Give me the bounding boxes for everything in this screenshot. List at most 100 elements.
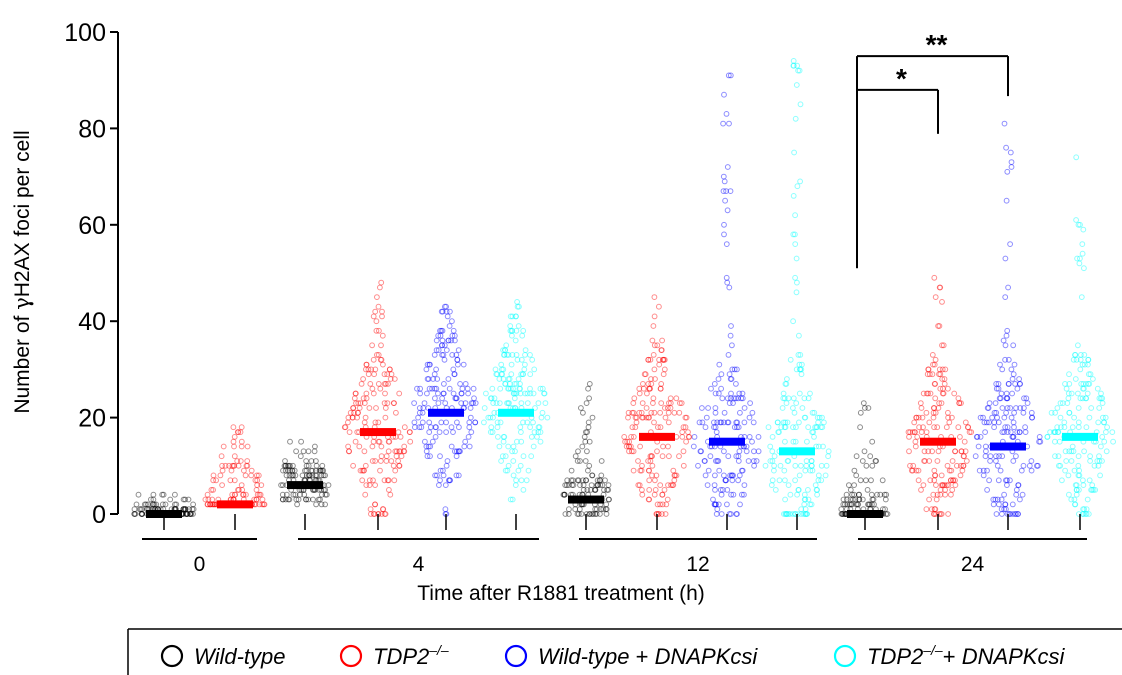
data-point [370,438,377,445]
data-point [139,511,145,517]
data-point [440,352,447,358]
data-point [1062,467,1068,474]
data-point [429,438,436,445]
data-point [932,506,939,513]
data-point [707,453,714,460]
data-point [313,472,320,479]
data-point [468,429,475,436]
legend-item-wt: Wild-type [160,644,286,669]
data-point [1075,221,1082,228]
data-point [391,376,398,382]
data-point [683,414,690,421]
data-point [931,405,937,411]
data-point [513,313,519,320]
data-point [805,487,811,493]
data-point [1028,458,1035,464]
data-point [518,429,524,436]
data-point [931,467,938,474]
data-point [151,501,158,508]
data-point [528,453,535,460]
data-point [1010,371,1017,378]
data-point [646,467,652,474]
data-point [454,419,460,426]
data-point [433,347,440,354]
data-point [583,477,590,484]
data-point [918,405,925,411]
data-point [720,120,726,127]
data-point [601,487,607,493]
data-point [853,501,860,508]
data-point [882,506,888,513]
data-point [731,366,738,373]
data-point [931,381,938,387]
data-point [651,491,658,498]
data-point [708,385,714,392]
data-point [466,419,473,426]
data-point [444,458,451,464]
data-point [320,467,327,474]
data-point [505,462,512,469]
data-point [356,443,363,450]
data-point [244,458,251,464]
data-point [691,434,698,440]
data-point [906,434,912,440]
data-point [260,501,267,508]
data-point [1085,381,1092,387]
data-point [980,472,987,479]
data-point [1081,265,1087,272]
data-point [385,448,392,455]
data-point [368,511,374,517]
data-point [984,467,990,474]
data-point [1003,332,1010,339]
data-point [489,429,496,436]
data-point [1013,491,1020,498]
data-point [465,390,472,397]
data-point [560,491,567,498]
median-bar-tdp2-24h [920,437,956,446]
data-point [512,390,519,397]
data-point [673,472,680,479]
data-point [705,405,711,411]
data-point [960,462,967,469]
data-point [1096,405,1103,411]
data-point [492,366,499,373]
data-point [1055,453,1062,460]
data-point [937,385,944,392]
data-point [517,381,523,387]
data-point [739,395,746,402]
data-point [187,511,194,517]
data-point [1076,467,1082,474]
data-point [229,491,236,498]
data-point [650,395,657,402]
data-point [1051,429,1057,436]
data-point [256,491,263,498]
data-point [509,313,516,320]
data-point [958,448,965,455]
data-point [1065,472,1072,479]
data-point [736,390,743,397]
data-point [997,467,1004,474]
data-point [705,467,712,474]
data-point [437,477,443,484]
data-point [1008,164,1015,170]
data-point [1068,390,1075,397]
data-point [1001,506,1008,513]
data-point [370,390,377,397]
data-point [746,414,753,421]
data-point [378,511,385,517]
data-point [381,381,388,387]
data-point [231,453,238,460]
data-point [792,462,799,469]
points-tdp2-0h [202,424,268,508]
data-point [488,424,495,431]
data-point [1103,448,1110,455]
data-point [857,409,864,416]
data-point [851,491,857,498]
data-point [738,395,745,402]
y-tick-label: 100 [64,19,106,47]
data-point [515,467,522,474]
data-point [498,361,505,368]
data-point [943,424,950,431]
data-point [723,477,729,484]
data-point [1066,381,1073,387]
